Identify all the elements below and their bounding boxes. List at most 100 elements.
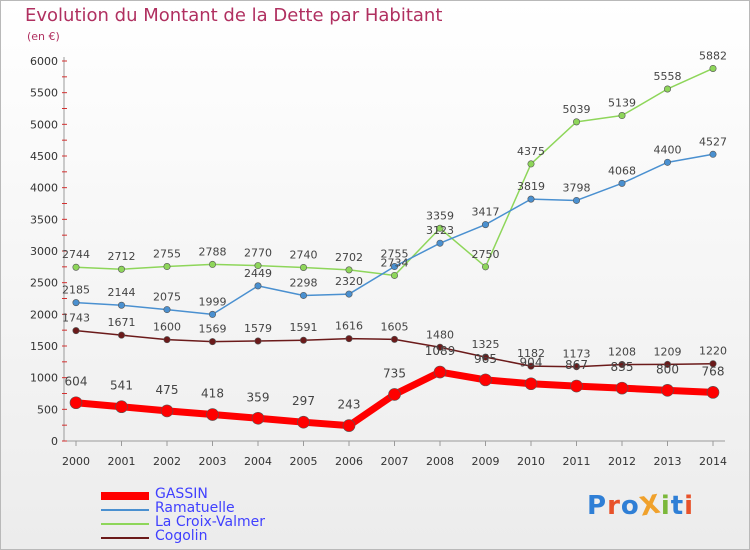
y-tick-label: 3500	[30, 213, 58, 226]
y-tick-label: 0	[51, 435, 58, 448]
data-label: 2744	[62, 248, 90, 261]
data-point	[709, 64, 717, 72]
data-point	[436, 224, 444, 232]
legend-swatch	[101, 537, 149, 539]
data-point	[297, 415, 310, 429]
data-label: 1220	[699, 345, 727, 358]
data-point	[527, 160, 535, 168]
data-label: 475	[156, 383, 179, 397]
data-point	[72, 299, 80, 307]
data-label: 735	[383, 366, 406, 380]
y-tick-label: 5500	[30, 87, 58, 100]
data-point	[709, 360, 717, 368]
data-point	[706, 386, 720, 399]
data-point	[118, 265, 126, 273]
data-label: 800	[656, 362, 679, 376]
x-tick-label: 2005	[290, 455, 318, 468]
data-label: 4068	[608, 164, 636, 177]
data-point	[209, 338, 217, 346]
chart-subtitle: (en €)	[27, 30, 60, 43]
data-point	[527, 362, 535, 370]
data-point	[118, 331, 126, 339]
chart-title: Evolution du Montant de la Dette par Hab…	[25, 5, 443, 26]
data-point	[572, 363, 580, 371]
data-label: 1480	[426, 328, 454, 341]
data-label: 1671	[108, 316, 136, 329]
x-tick-label: 2009	[472, 455, 500, 468]
data-label: 359	[247, 390, 270, 404]
data-point	[481, 221, 489, 229]
data-point	[524, 377, 538, 391]
data-label: 297	[292, 394, 315, 408]
data-point	[436, 239, 444, 247]
y-tick-label: 4000	[30, 182, 58, 195]
data-point	[206, 408, 219, 421]
logo-letter: X	[637, 489, 664, 523]
legend-label: La Croix-Valmer	[155, 514, 265, 530]
y-tick-label: 1500	[30, 340, 58, 353]
data-label: 1591	[290, 321, 318, 334]
x-tick-label: 2008	[426, 455, 454, 468]
data-point	[390, 263, 398, 271]
data-point	[479, 373, 492, 387]
data-point	[436, 343, 444, 351]
data-label: 2755	[381, 248, 409, 261]
data-point	[163, 306, 171, 314]
data-point	[209, 310, 217, 318]
data-label: 2185	[62, 284, 90, 297]
data-label: 3417	[472, 206, 500, 219]
y-tick-label: 500	[37, 403, 58, 416]
data-point	[163, 263, 171, 271]
data-label: 835	[611, 360, 634, 374]
x-tick-label: 2010	[517, 455, 545, 468]
data-point	[299, 263, 307, 271]
data-point	[72, 327, 80, 335]
x-tick-label: 2002	[153, 455, 181, 468]
data-point	[663, 158, 671, 166]
data-point	[390, 271, 398, 279]
data-label: 2712	[108, 250, 136, 263]
data-label: 3123	[426, 224, 454, 237]
data-label: 243	[338, 398, 361, 412]
data-point	[433, 365, 447, 379]
x-tick-label: 2012	[608, 455, 636, 468]
data-point	[160, 404, 174, 418]
data-label: 1999	[199, 295, 227, 308]
data-label: 3359	[426, 209, 454, 222]
x-tick-label: 2007	[381, 455, 409, 468]
data-label: 3798	[563, 181, 591, 194]
data-point	[481, 353, 489, 361]
data-label: 604	[65, 375, 88, 389]
data-label: 541	[110, 379, 133, 393]
data-point	[254, 282, 262, 290]
data-point	[345, 266, 353, 274]
data-label: 1569	[199, 323, 227, 336]
data-point	[663, 360, 671, 368]
y-tick-label: 2500	[30, 277, 58, 290]
logo-letter: o	[620, 491, 640, 521]
x-tick-label: 2004	[244, 455, 272, 468]
chart-plot: 0 500 1000 1500 2000 2500 3000 3500 4000 4500 5000…	[30, 49, 727, 468]
data-label: 5558	[654, 70, 682, 83]
data-label: 768	[702, 364, 725, 378]
data-label: 2734	[381, 256, 409, 269]
data-point	[618, 112, 626, 120]
legend-swatch	[101, 523, 149, 525]
logo-letter: i	[660, 491, 671, 521]
data-point	[345, 290, 353, 298]
data-label: 965	[474, 352, 497, 366]
data-label: 2755	[153, 248, 181, 261]
y-tick-label: 2000	[30, 308, 58, 321]
data-label: 1600	[153, 321, 181, 334]
y-tick-label: 5000	[30, 118, 58, 131]
data-label: 2740	[290, 248, 318, 261]
y-tick-label: 1000	[30, 372, 58, 385]
x-tick-label: 2013	[654, 455, 682, 468]
y-tick-label: 6000	[30, 55, 58, 68]
data-point	[254, 262, 262, 270]
legend-label: GASSIN	[155, 486, 208, 502]
data-label: 1089	[425, 344, 456, 358]
brand-logo: ProXiti	[587, 489, 694, 523]
data-point	[299, 291, 307, 299]
